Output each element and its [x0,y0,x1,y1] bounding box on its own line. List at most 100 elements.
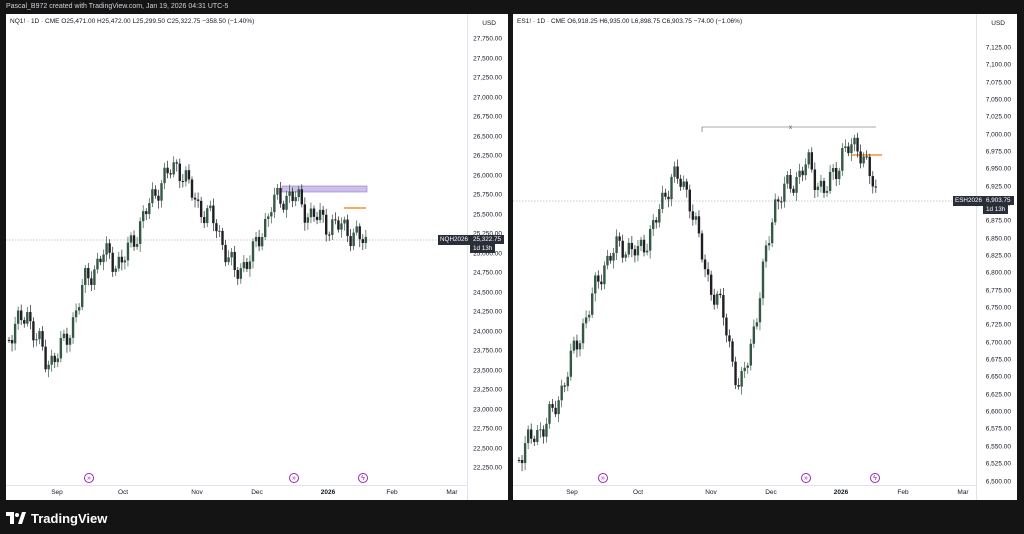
candle-body [331,219,334,235]
candle-body [706,269,710,275]
candle-body [648,228,652,251]
candle-body [312,208,316,217]
es-symbol-header: ES1! · 1D · CME O6,918.25 H6,935.00 L6,8… [517,18,743,25]
es-lightning-event-icon[interactable]: ϟ [870,473,880,483]
candle-body [676,166,679,179]
candle-body [783,183,786,202]
price-tick-label: 26,500.00 [473,133,502,140]
nq-last-price-tag: 25,322.75 [470,235,505,244]
candle-body [77,307,81,311]
candle-body [206,208,209,224]
candle-body [716,293,719,305]
candle-body [172,162,175,175]
candle-body [309,208,313,218]
candle-body [810,152,813,170]
nq-countdown: 1d 13h [470,244,496,253]
price-tick-label: 6,575.00 [985,425,1011,433]
candle-body [685,181,688,190]
candle-body [23,320,26,324]
es-price-axis[interactable]: USD 7,125.00 7,100.00 7,075.00 7,050.00 7,02… [976,14,1017,500]
candle-body [542,429,545,437]
price-tick-label: 6,875.00 [985,217,1011,225]
candle-body [157,195,160,201]
candle-body [285,195,288,210]
candle-body [722,295,725,318]
candle-body [713,294,716,305]
price-tick-label: 27,750.00 [473,35,502,43]
time-axis-label: Mar [957,489,969,496]
candle-body [65,333,69,345]
candle-body [777,199,780,202]
candle-body [700,233,704,260]
time-axis-label: Sep [566,489,578,496]
candle-body [114,268,117,272]
candle-body [627,242,630,255]
es-dividend-event-icon[interactable]: » [598,473,608,483]
nq-symbol-header: NQ1! · 1D · CME O25,471.00 H25,472.00 L2… [10,18,255,25]
nq-resistance-zone [281,185,368,193]
price-tick-label: 24,750.00 [473,269,502,277]
candle-body [68,337,72,345]
candle-body [117,256,120,269]
candle-body [606,255,609,266]
candle-body [56,358,59,363]
candle-body [248,261,252,269]
candle-body [126,242,130,261]
candle-body [740,371,743,387]
candle-body [798,170,801,177]
candle-body [557,400,560,415]
candle-body [10,340,14,344]
candle-body [581,323,585,344]
price-tick-label: 7,025.00 [985,113,1011,121]
price-tick-label: 6,525.00 [985,460,1011,468]
es-plot[interactable]: x [513,14,977,486]
candle-body [96,258,99,270]
candle-body [719,293,722,296]
candle-body [325,214,328,235]
time-axis-label: Nov [705,489,717,496]
candle-body [321,209,325,215]
candle-body [361,239,364,244]
chart-caption: Pascal_B972 created with TradingView.com… [6,3,229,10]
nq-candles [7,156,368,378]
candle-body [789,174,792,189]
candle-body [288,191,291,196]
candle-body [169,173,172,175]
candle-body [865,156,868,158]
candle-body [673,166,676,177]
nq-time-axis[interactable]: Sep Oct Nov Dec 2026 Feb Mar [6,485,468,500]
tradingview-logo[interactable]: TradingView [6,508,107,528]
candle-body [35,339,38,341]
price-tick-label: 6,975.00 [985,148,1011,156]
candle-body [260,237,264,247]
nq-dividend-event-icon[interactable]: » [289,473,299,483]
candle-body [102,254,105,263]
candle-body [142,211,145,222]
tradingview-logo-icon [6,512,26,524]
nq-chart-panel[interactable]: NQ1! · 1D · CME O25,471.00 H25,472.00 L2… [6,14,508,500]
candle-body [303,204,307,223]
nq-dividend-event-icon[interactable]: » [84,473,94,483]
candle-body [203,217,206,224]
candle-body [572,340,576,351]
price-tick-label: 26,250.00 [473,152,502,160]
candle-body [145,211,148,215]
price-tick-label: 7,050.00 [985,96,1011,104]
price-tick-label: 22,500.00 [473,445,502,452]
candle-body [838,170,841,180]
candle-body [166,167,169,174]
candle-body [138,221,142,244]
nq-price-axis[interactable]: USD 27,750.00 27,500.00 27,250.00 27,000.00… [467,14,508,500]
nq-lightning-event-icon[interactable]: ϟ [358,473,368,483]
candle-body [282,203,285,210]
candle-body [358,226,361,240]
time-axis-label: Dec [251,489,263,496]
candle-body [230,251,233,258]
es-dividend-event-icon[interactable]: » [801,473,811,483]
nq-plot[interactable] [6,14,468,486]
candle-body [618,236,621,241]
candle-body [135,243,139,247]
candle-body [664,192,667,197]
es-chart-panel[interactable]: x ES1! · 1D · CME O6,918.25 H6,935.00 L6… [513,14,1017,500]
es-time-axis[interactable]: Sep Oct Nov Dec 2026 Feb Mar [513,485,977,500]
